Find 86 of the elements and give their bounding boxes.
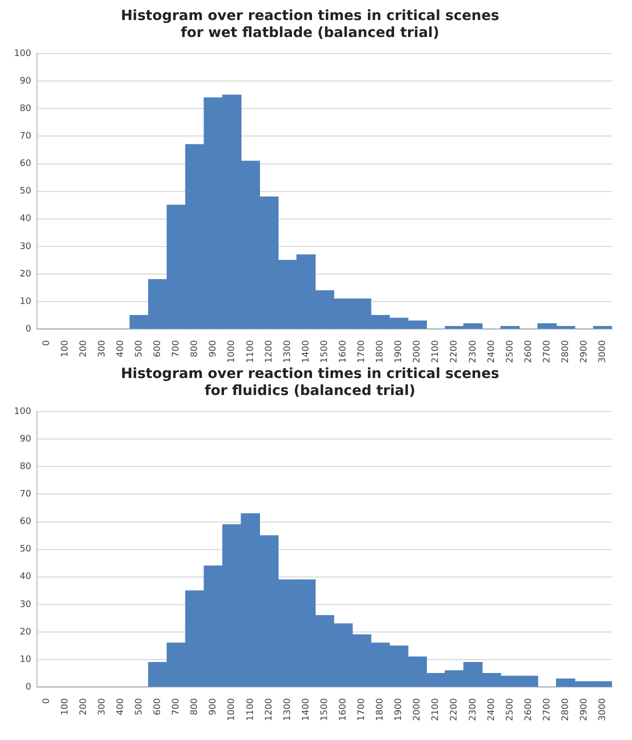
y-tick-label: 10	[20, 296, 32, 307]
x-tick-label: 2600	[524, 340, 534, 363]
x-tick-label: 1400	[301, 340, 312, 363]
x-tick-label: 1500	[320, 340, 330, 363]
x-tick-label: 3000	[598, 698, 608, 721]
x-tick-label: 0	[42, 698, 52, 704]
x-tick-label: 2100	[431, 340, 442, 363]
x-tick-label: 1600	[338, 340, 348, 363]
x-tick-label: 1000	[227, 698, 238, 721]
y-tick-label: 90	[20, 434, 32, 444]
x-tick-label: 600	[153, 698, 164, 716]
x-tick-label: 700	[172, 340, 182, 358]
y-tick-label: 80	[20, 104, 32, 114]
y-tick-label: 20	[20, 269, 32, 280]
chart-title: Histogram over reaction times in critical scenes for wet flatblade (balanced trial)	[120, 8, 500, 41]
x-tick-label: 1800	[376, 698, 386, 721]
y-tick-label: 100	[14, 48, 32, 59]
y-tick-label: 60	[20, 159, 32, 170]
y-tick-label: 50	[20, 186, 32, 197]
y-tick-label: 100	[14, 406, 32, 417]
x-tick-label: 2200	[450, 698, 460, 721]
x-tick-label: 1900	[394, 340, 404, 363]
x-tick-label: 700	[172, 698, 182, 716]
x-tick-label: 2200	[450, 340, 460, 363]
y-tick-label: 60	[20, 517, 32, 528]
x-tick-label: 2700	[542, 340, 552, 363]
x-tick-label: 500	[134, 698, 145, 716]
x-tick-label: 2800	[560, 698, 571, 721]
x-tick-label: 2300	[468, 698, 478, 721]
x-tick-label: 2400	[486, 340, 497, 363]
x-tick-label: 300	[97, 340, 108, 358]
x-tick-label: 600	[153, 340, 164, 358]
chart-title: Histogram over reaction times in critical scenes for fluidics (balanced trial)	[120, 366, 500, 399]
x-tick-label: 2500	[505, 698, 516, 721]
x-tick-label: 1800	[376, 340, 386, 363]
x-tick-label: 2000	[412, 698, 423, 721]
x-tick-label: 1200	[264, 698, 274, 721]
x-tick-label: 2400	[486, 698, 497, 721]
y-tick-label: 40	[20, 214, 32, 224]
y-tick-label: 30	[20, 242, 32, 252]
x-tick-label: 200	[78, 340, 89, 358]
y-tick-label: 70	[20, 132, 32, 142]
x-tick-label: 800	[190, 340, 200, 358]
x-tick-label: 300	[97, 698, 108, 716]
x-tick-label: 2800	[560, 340, 571, 363]
x-tick-label: 2700	[542, 698, 552, 721]
x-tick-label: 2900	[580, 698, 590, 721]
x-tick-label: 2300	[468, 340, 478, 363]
y-tick-label: 10	[20, 654, 32, 665]
x-tick-label: 1700	[357, 340, 368, 363]
x-tick-label: 1500	[320, 698, 330, 721]
y-tick-label: 70	[20, 490, 32, 500]
x-tick-label: 400	[116, 698, 126, 716]
x-tick-label: 2900	[580, 340, 590, 363]
x-tick-label: 900	[208, 698, 219, 716]
y-tick-label: 30	[20, 600, 32, 610]
y-tick-label: 20	[20, 627, 32, 638]
y-tick-label: 0	[25, 682, 32, 692]
x-tick-label: 2000	[412, 340, 423, 363]
x-tick-label: 1100	[246, 698, 256, 721]
x-tick-label: 3000	[598, 340, 608, 363]
y-tick-label: 0	[25, 324, 32, 334]
x-tick-label: 500	[134, 340, 145, 358]
x-tick-label: 1600	[338, 698, 348, 721]
x-tick-label: 2100	[431, 698, 442, 721]
y-tick-label: 50	[20, 544, 32, 555]
x-tick-label: 1700	[357, 698, 368, 721]
x-tick-label: 1300	[282, 698, 293, 721]
x-tick-label: 400	[116, 340, 126, 358]
x-tick-label: 800	[190, 698, 200, 716]
x-tick-label: 1400	[301, 698, 312, 721]
x-tick-label: 0	[42, 340, 52, 346]
x-tick-label: 1300	[282, 340, 293, 363]
x-tick-label: 900	[208, 340, 219, 358]
y-tick-label: 90	[20, 76, 32, 86]
x-tick-label: 100	[60, 340, 70, 358]
y-tick-label: 80	[20, 462, 32, 472]
x-tick-label: 1000	[227, 340, 238, 363]
x-tick-label: 2600	[524, 698, 534, 721]
x-tick-label: 1100	[246, 340, 256, 363]
x-tick-label: 200	[78, 698, 89, 716]
y-tick-label: 40	[20, 572, 32, 582]
x-tick-label: 100	[60, 698, 70, 716]
x-tick-label: 2500	[505, 340, 516, 363]
x-tick-label: 1200	[264, 340, 274, 363]
x-tick-label: 1900	[394, 698, 404, 721]
